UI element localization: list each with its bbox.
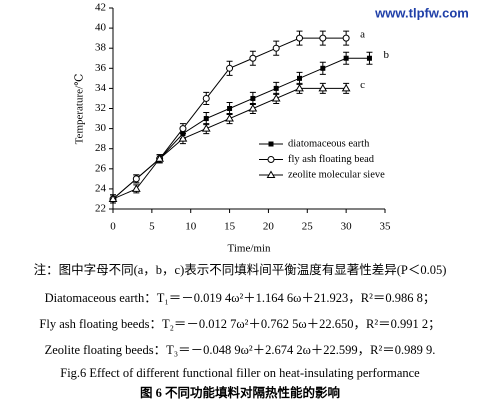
marker [267,156,275,163]
marker [131,184,141,192]
y-tick-label: 42 [95,2,106,14]
marker [203,116,209,122]
y-axis-label: Temperature/℃ [74,74,86,145]
marker [296,34,304,42]
y-tick-label: 26 [95,162,107,174]
marker [178,134,188,142]
y-tick-label: 30 [95,122,107,134]
marker [201,124,211,132]
marker [342,34,350,42]
x-tick-label: 30 [341,221,353,233]
figure-caption: 图 6 不同功能填料对隔热性能的影响 [140,385,340,400]
marker [155,154,164,162]
series-label: b [383,49,389,61]
x-tick-label: 25 [302,221,314,233]
marker [366,55,372,61]
marker [250,95,256,101]
legend-label: zeolite molecular sieve [288,169,385,180]
marker [271,93,281,102]
marker [249,54,257,62]
x-axis-label: Time/min [228,243,271,255]
legend-label: diatomaceous earth [288,138,370,149]
marker [295,83,304,92]
y-tick-label: 38 [95,42,107,54]
marker [266,170,276,178]
watermark: www.tlpfw.com [374,5,469,20]
y-tick-label: 40 [95,22,107,34]
y-tick-label: 28 [95,142,107,154]
x-tick-label: 10 [185,221,197,233]
y-tick-label: 36 [95,62,107,74]
x-tick-label: 35 [380,221,392,233]
marker [248,104,258,112]
marker [343,55,349,61]
marker [297,75,303,81]
marker [320,65,326,71]
marker [179,125,187,133]
legend-label: fly ash floating bead [288,154,375,165]
x-tick-label: 5 [149,221,155,233]
y-tick-label: 34 [95,82,107,94]
marker [341,83,351,92]
marker [225,114,234,122]
marker [132,175,140,183]
y-tick-label: 32 [95,102,106,114]
note: 注：图中字母不同(a，b，c)表示不同填料间平衡温度有显著性差异(P＜0.05) [34,262,447,277]
marker [272,44,280,52]
figure-caption: Fig.6 Effect of different functional fil… [60,366,420,380]
marker [319,34,327,42]
y-tick-label: 24 [95,182,107,194]
marker [227,106,233,111]
marker [318,83,328,92]
equation: Zeolite floating beeds：T₃＝－0.048 9ω²＋2.6… [45,343,436,357]
equation: Diatomaceous earth：T₁＝－0.019 4ω²＋1.164 6… [45,291,436,305]
series-label: a [360,29,365,41]
x-tick-label: 15 [224,221,236,233]
marker [226,64,234,72]
x-tick-label: 0 [110,221,116,233]
equation: Fly ash floating beeds：T₂＝－0.012 7ω²＋0.7… [39,317,440,331]
marker [108,194,118,202]
marker [268,141,274,147]
marker [202,94,210,102]
marker [273,85,279,91]
y-tick-label: 22 [95,203,106,215]
series-label: c [360,79,365,91]
x-tick-label: 20 [263,221,275,233]
